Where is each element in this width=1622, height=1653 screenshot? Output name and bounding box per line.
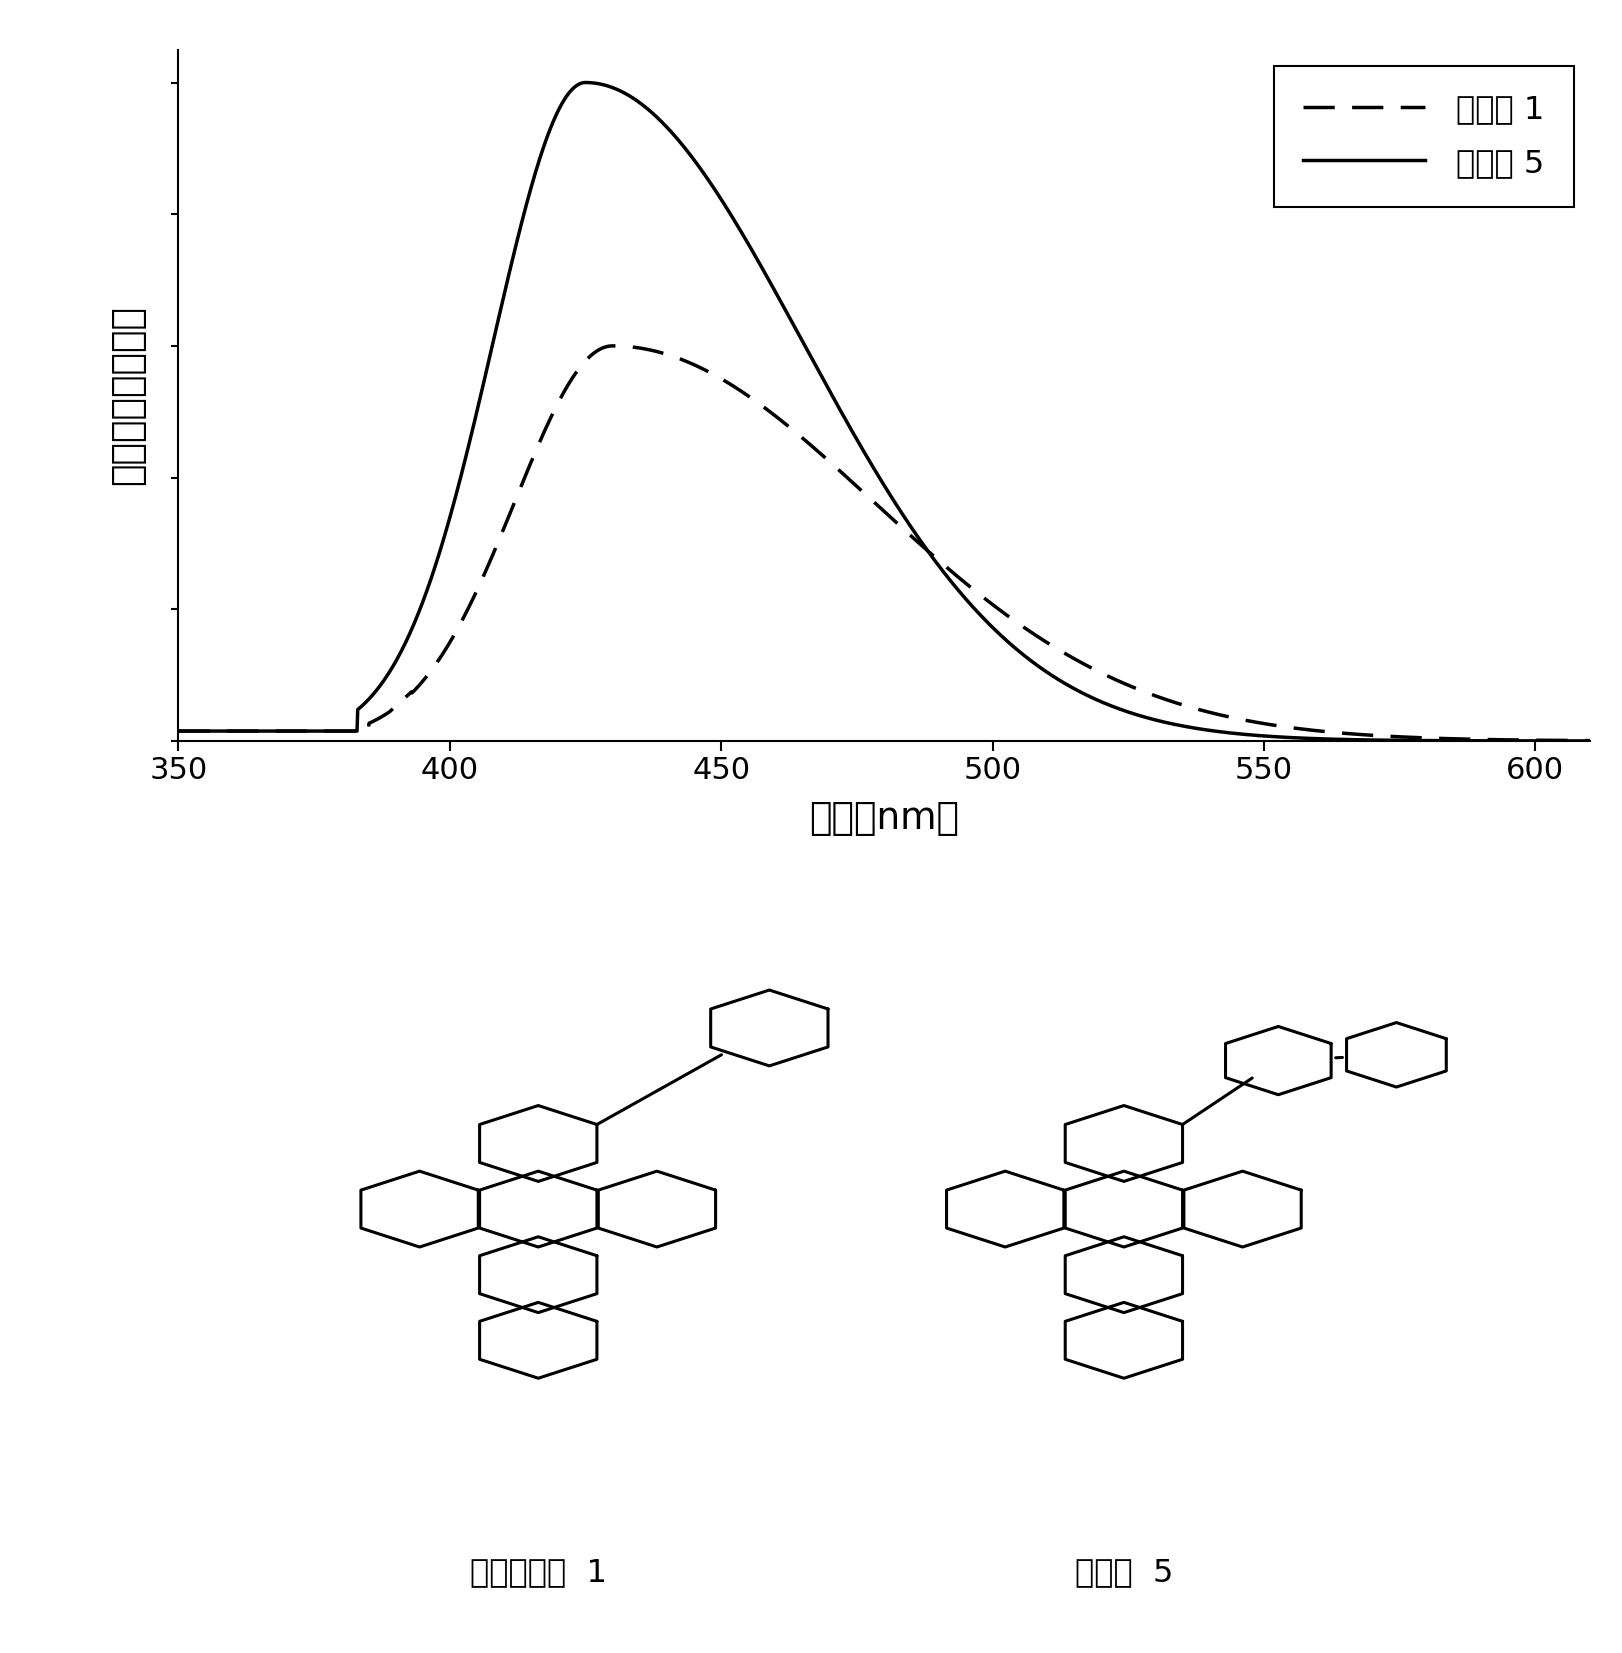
化合物 1 xyxy=(1280,717,1299,737)
化合物 1 xyxy=(1539,731,1559,750)
化合物 5 xyxy=(240,721,260,741)
Text: 比较化合物  1: 比较化合物 1 xyxy=(470,1557,607,1589)
X-axis label: 波长（nm）: 波长（nm） xyxy=(809,802,959,836)
化合物 1 xyxy=(169,721,188,741)
化合物 5 xyxy=(1580,731,1599,750)
化合物 5 xyxy=(1539,731,1559,750)
化合物 1 xyxy=(1539,731,1559,750)
化合物 5 xyxy=(576,73,595,93)
化合物 1 xyxy=(817,450,837,469)
Line: 化合物 1: 化合物 1 xyxy=(178,345,1590,741)
化合物 5 xyxy=(1539,731,1559,750)
Legend: 化合物 1, 化合物 5: 化合物 1, 化合物 5 xyxy=(1275,66,1573,207)
化合物 1 xyxy=(855,484,874,504)
化合物 1 xyxy=(1580,731,1599,750)
化合物 5 xyxy=(817,379,837,398)
Text: 化合物  5: 化合物 5 xyxy=(1075,1557,1173,1589)
化合物 5 xyxy=(169,721,188,741)
Line: 化合物 5: 化合物 5 xyxy=(178,83,1590,741)
化合物 5 xyxy=(1280,727,1299,747)
化合物 5 xyxy=(855,445,874,464)
化合物 1 xyxy=(240,721,260,741)
Y-axis label: 强度（任意单位）: 强度（任意单位） xyxy=(110,306,146,486)
化合物 1 xyxy=(603,336,623,355)
